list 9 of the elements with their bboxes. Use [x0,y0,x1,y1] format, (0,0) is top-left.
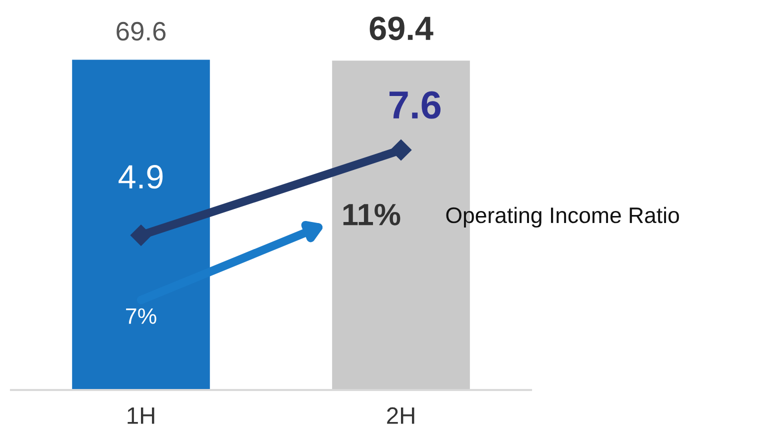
x-tick-label: 2H [387,407,414,424]
data-label: 69.6 [116,22,166,41]
annotation: 11% [343,204,400,226]
x-tick-label: 1H [128,408,154,424]
annotation: Operating Income Ratio [446,206,679,228]
data-label: 69.4 [370,16,434,40]
annotation: 7% [126,308,156,324]
data-label: 4.9 [118,165,163,189]
data-label: 7.6 [390,91,441,119]
